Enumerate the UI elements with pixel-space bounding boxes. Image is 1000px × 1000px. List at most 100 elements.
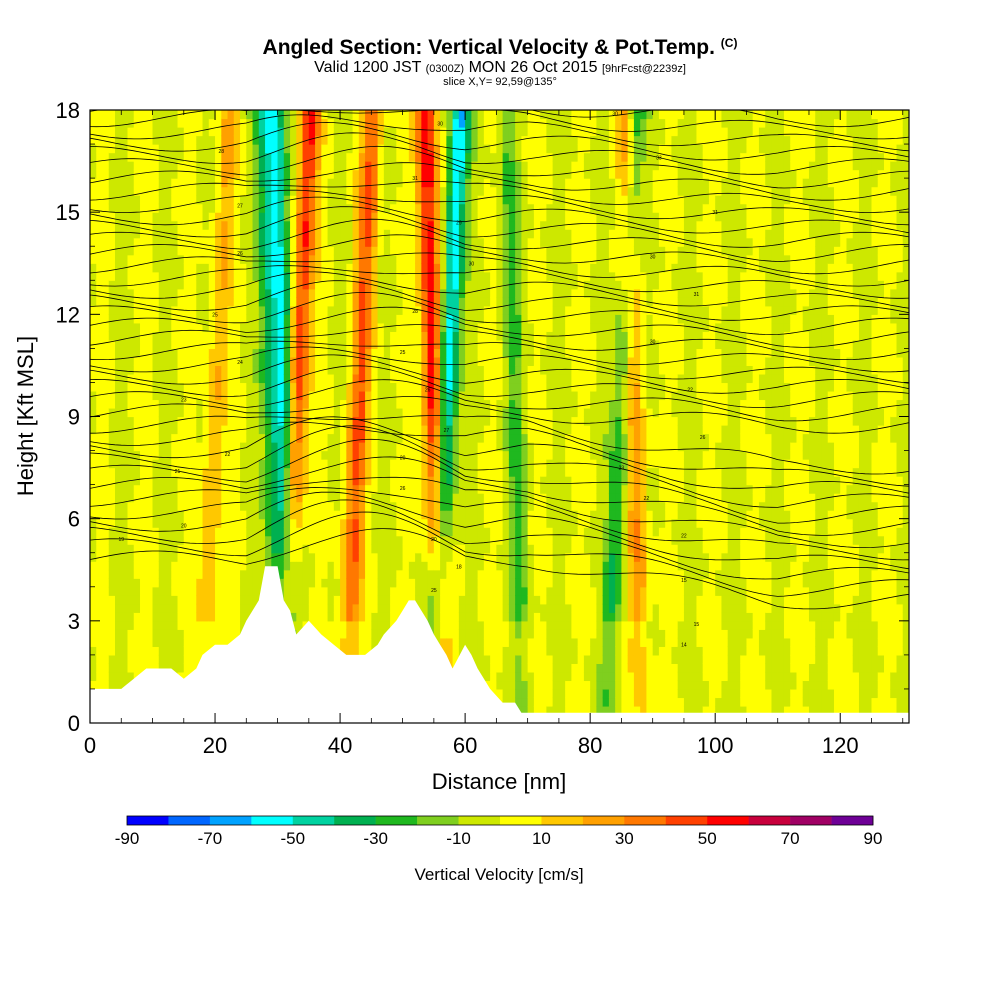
velocity-cell bbox=[227, 484, 235, 494]
velocity-cell bbox=[440, 356, 447, 367]
velocity-cell bbox=[133, 373, 141, 384]
velocity-cell bbox=[327, 578, 335, 588]
velocity-cell bbox=[333, 501, 341, 511]
velocity-cell bbox=[302, 450, 310, 460]
velocity-cell bbox=[471, 425, 479, 435]
velocity-cell bbox=[471, 356, 479, 367]
velocity-cell bbox=[340, 467, 347, 477]
velocity-cell bbox=[190, 459, 197, 469]
velocity-cell bbox=[327, 118, 335, 128]
velocity-cell bbox=[165, 535, 172, 545]
velocity-cell bbox=[333, 288, 341, 298]
velocity-cell bbox=[108, 152, 116, 162]
velocity-cell bbox=[115, 365, 122, 375]
velocity-cell bbox=[102, 561, 110, 571]
velocity-cell bbox=[296, 416, 304, 426]
velocity-cell bbox=[433, 467, 441, 477]
velocity-cell bbox=[408, 314, 416, 324]
velocity-cell bbox=[183, 263, 191, 273]
velocity-cell bbox=[383, 476, 391, 486]
velocity-cell bbox=[165, 212, 172, 222]
velocity-cell bbox=[471, 280, 479, 290]
velocity-cell bbox=[96, 339, 104, 349]
velocity-cell bbox=[327, 612, 335, 622]
velocity-cell bbox=[402, 595, 410, 605]
velocity-cell bbox=[146, 152, 154, 162]
velocity-cell bbox=[477, 237, 485, 247]
velocity-cell bbox=[515, 493, 522, 503]
velocity-cell bbox=[308, 416, 316, 426]
velocity-cell bbox=[496, 246, 504, 256]
velocity-cell bbox=[146, 195, 154, 205]
velocity-cell bbox=[433, 629, 441, 639]
velocity-cell bbox=[233, 212, 241, 222]
velocity-cell bbox=[502, 442, 510, 452]
velocity-cell bbox=[377, 603, 385, 613]
velocity-cell bbox=[233, 280, 241, 290]
velocity-cell bbox=[96, 654, 104, 664]
velocity-cell bbox=[271, 493, 279, 503]
velocity-cell bbox=[333, 416, 341, 426]
velocity-cell bbox=[490, 518, 497, 528]
velocity-cell bbox=[283, 195, 291, 205]
velocity-cell bbox=[190, 569, 197, 579]
velocity-cell bbox=[358, 646, 366, 656]
velocity-cell bbox=[315, 399, 322, 409]
velocity-cell bbox=[102, 459, 110, 469]
velocity-cell bbox=[346, 356, 354, 367]
velocity-cell bbox=[108, 459, 116, 469]
velocity-cell bbox=[290, 578, 297, 588]
velocity-cell bbox=[458, 459, 466, 469]
velocity-cell bbox=[190, 493, 197, 503]
velocity-cell bbox=[465, 212, 472, 222]
velocity-cell bbox=[365, 510, 372, 520]
velocity-cell bbox=[158, 654, 166, 664]
velocity-cell bbox=[308, 305, 316, 315]
velocity-cell bbox=[290, 271, 297, 281]
velocity-cell bbox=[208, 178, 216, 188]
velocity-cell bbox=[215, 527, 222, 537]
velocity-cell bbox=[433, 510, 441, 520]
velocity-cell bbox=[446, 135, 454, 145]
velocity-cell bbox=[196, 339, 204, 349]
velocity-cell bbox=[221, 459, 229, 469]
velocity-cell bbox=[183, 476, 191, 486]
velocity-cell bbox=[133, 501, 141, 511]
velocity-cell bbox=[121, 212, 129, 222]
velocity-cell bbox=[115, 535, 122, 545]
velocity-cell bbox=[327, 586, 335, 596]
velocity-cell bbox=[365, 646, 372, 656]
velocity-cell bbox=[215, 135, 222, 145]
velocity-cell bbox=[96, 595, 104, 605]
velocity-cell bbox=[446, 561, 454, 571]
velocity-cell bbox=[327, 425, 335, 435]
velocity-cell bbox=[333, 561, 341, 571]
velocity-cell bbox=[258, 135, 266, 145]
velocity-cell bbox=[377, 433, 385, 443]
velocity-cell bbox=[415, 416, 422, 426]
velocity-cell bbox=[465, 484, 472, 494]
velocity-cell bbox=[483, 118, 491, 128]
velocity-cell bbox=[408, 237, 416, 247]
velocity-cell bbox=[408, 450, 416, 460]
velocity-cell bbox=[308, 544, 316, 554]
velocity-cell bbox=[140, 110, 147, 120]
velocity-cell bbox=[227, 195, 235, 205]
velocity-cell bbox=[215, 280, 222, 290]
velocity-cell bbox=[346, 246, 354, 256]
velocity-cell bbox=[165, 646, 172, 656]
velocity-cell bbox=[252, 246, 260, 256]
velocity-cell bbox=[402, 569, 410, 579]
velocity-cell bbox=[352, 510, 360, 520]
velocity-cell bbox=[396, 510, 404, 520]
velocity-cell bbox=[365, 535, 372, 545]
velocity-cell bbox=[421, 212, 429, 222]
velocity-cell bbox=[415, 127, 422, 137]
velocity-cell bbox=[477, 348, 485, 358]
velocity-cell bbox=[371, 322, 379, 332]
velocity-cell bbox=[508, 459, 516, 469]
velocity-cell bbox=[333, 459, 341, 469]
velocity-cell bbox=[483, 595, 491, 605]
velocity-cell bbox=[152, 314, 160, 324]
velocity-cell bbox=[452, 501, 460, 511]
